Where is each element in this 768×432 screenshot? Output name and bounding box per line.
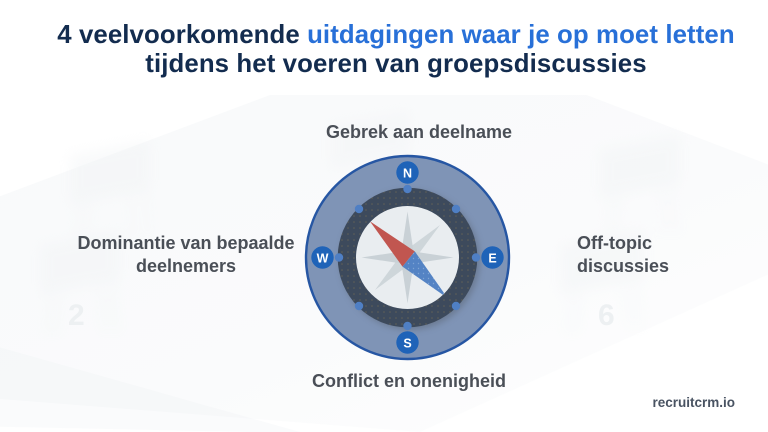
- svg-text:N: N: [403, 166, 412, 180]
- svg-text:2: 2: [68, 299, 85, 332]
- svg-text:S: S: [403, 336, 411, 350]
- svg-text:E: E: [488, 251, 496, 265]
- svg-text:W: W: [317, 251, 329, 265]
- svg-text:6: 6: [598, 299, 615, 332]
